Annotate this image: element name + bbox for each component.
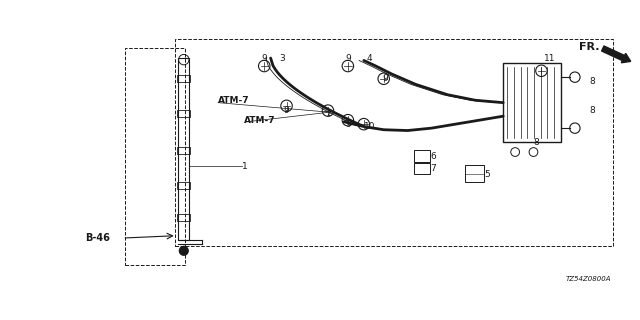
Bar [177, 214, 190, 221]
Text: B-46: B-46 [85, 233, 110, 243]
Text: 6: 6 [430, 151, 436, 161]
Text: 8: 8 [589, 77, 595, 86]
Bar [465, 165, 484, 182]
Bar [503, 63, 561, 142]
Text: 9: 9 [284, 106, 289, 115]
Text: 7: 7 [430, 164, 436, 173]
Text: 9: 9 [345, 53, 351, 62]
Text: 3: 3 [279, 53, 285, 62]
Text: 8: 8 [589, 106, 595, 115]
Text: TZ54Z0800A: TZ54Z0800A [565, 276, 611, 283]
Text: 8: 8 [534, 138, 540, 147]
Circle shape [179, 246, 188, 255]
Bar [125, 49, 184, 265]
Bar [177, 182, 190, 189]
Bar [177, 110, 190, 117]
Text: 10: 10 [364, 122, 375, 131]
Bar [414, 150, 430, 162]
FancyArrow shape [602, 46, 630, 63]
Bar [175, 39, 613, 246]
Bar [177, 75, 190, 82]
Bar [414, 163, 430, 174]
Text: 9: 9 [345, 120, 351, 129]
Text: 11: 11 [543, 53, 555, 62]
Text: FR.: FR. [579, 42, 600, 52]
Text: 2: 2 [327, 109, 332, 118]
Text: 5: 5 [484, 170, 490, 179]
Bar [178, 58, 189, 240]
Text: 9: 9 [383, 74, 388, 83]
Text: ATM-7: ATM-7 [244, 116, 276, 125]
Text: ATM-7: ATM-7 [218, 96, 250, 105]
Text: 9: 9 [261, 53, 267, 62]
Bar [177, 147, 190, 154]
Text: 1: 1 [241, 162, 247, 171]
Text: 4: 4 [367, 53, 372, 62]
